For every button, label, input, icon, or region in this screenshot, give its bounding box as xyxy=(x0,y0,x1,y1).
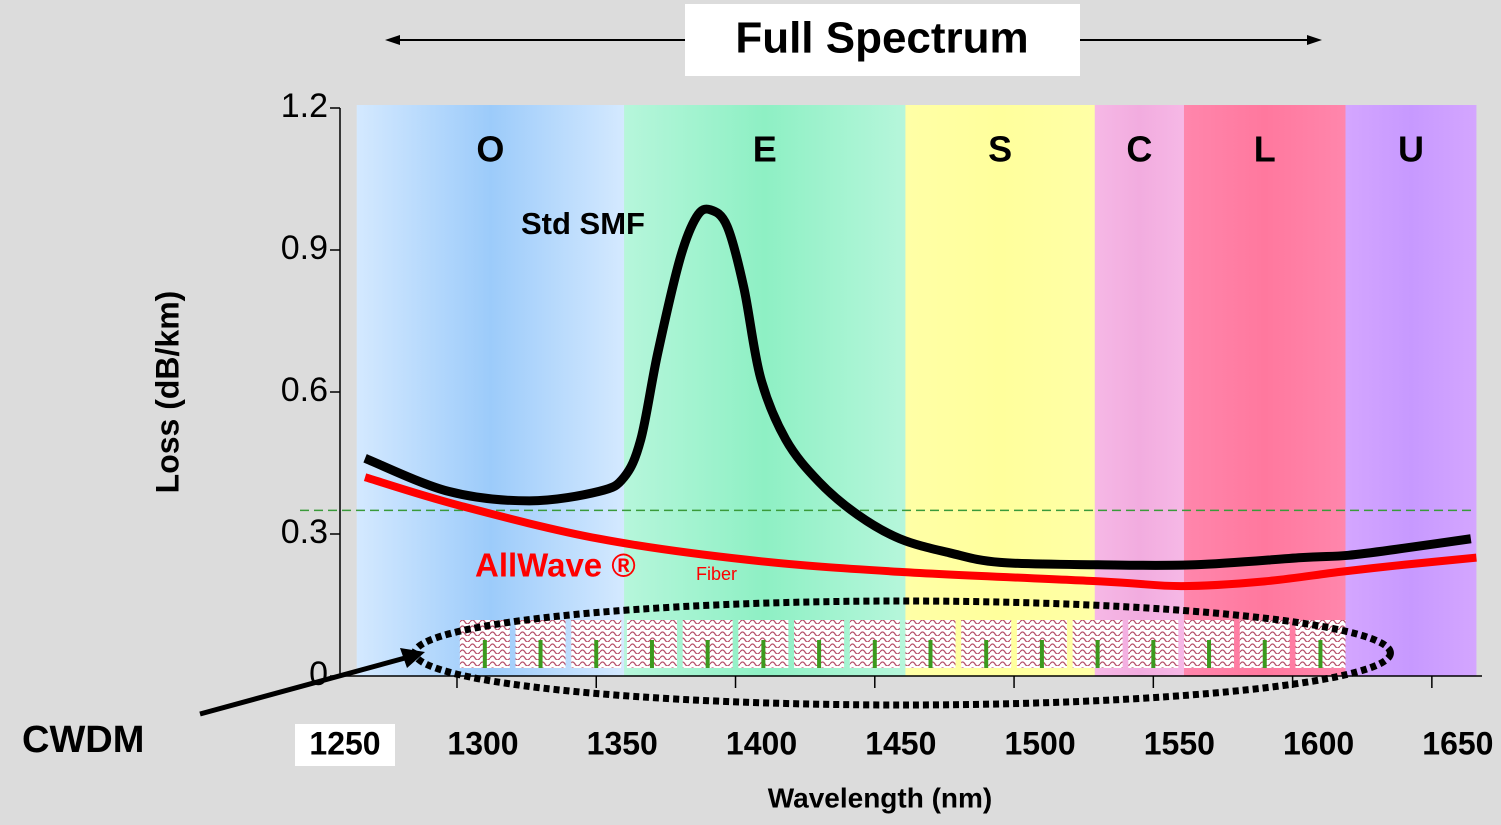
band-label: L xyxy=(1254,129,1276,170)
y-tick-label: 0.6 xyxy=(281,371,328,409)
band xyxy=(1183,105,1346,676)
band xyxy=(1345,105,1477,676)
cwdm-label: CWDM xyxy=(22,719,144,761)
y-tick-label: 0.3 xyxy=(281,513,328,551)
band xyxy=(356,105,625,676)
x-axis-title: Wavelength (nm) xyxy=(768,782,993,813)
band-label: O xyxy=(476,129,504,170)
series-label: AllWave ® xyxy=(475,547,636,584)
chart-title: Full Spectrum xyxy=(735,14,1028,63)
cwdm-arrow-head xyxy=(400,648,425,668)
x-tick-label: 1350 xyxy=(587,725,658,761)
title-box xyxy=(685,4,1080,76)
x-tick-label: 1450 xyxy=(865,725,936,761)
band-label: S xyxy=(988,129,1012,170)
band-label: E xyxy=(753,129,777,170)
tick-label-bg xyxy=(295,724,395,766)
y-tick-label: 0.9 xyxy=(281,229,328,267)
series-line xyxy=(363,473,1477,591)
band-label: C xyxy=(1126,129,1152,170)
x-tick-label: 1300 xyxy=(447,725,518,761)
y-tick-label: 1.2 xyxy=(281,87,328,125)
band xyxy=(1094,105,1184,676)
band-label: U xyxy=(1398,129,1424,170)
x-tick-label: 1250 xyxy=(309,725,380,761)
x-tick-label: 1600 xyxy=(1283,725,1354,761)
y-axis-title: Loss (dB/km) xyxy=(149,291,185,494)
x-tick-label: 1650 xyxy=(1422,725,1493,761)
x-tick-label: 1500 xyxy=(1004,725,1075,761)
x-tick-label: 1400 xyxy=(726,725,797,761)
cwdm-arrow xyxy=(199,655,406,717)
series-line xyxy=(363,204,1472,570)
y-tick-label: 0 xyxy=(309,655,328,693)
x-tick-label: 1550 xyxy=(1144,725,1215,761)
series-label: Std SMF xyxy=(521,206,645,241)
arrow-head xyxy=(385,35,400,45)
band xyxy=(905,105,1095,676)
series-label-suffix: Fiber xyxy=(696,564,737,584)
arrow-head xyxy=(1307,35,1322,45)
plot: 0 0.3 0.6 0.9 1.2 1250 1300 1350 1400 1450 1500 155… xyxy=(281,87,1493,766)
